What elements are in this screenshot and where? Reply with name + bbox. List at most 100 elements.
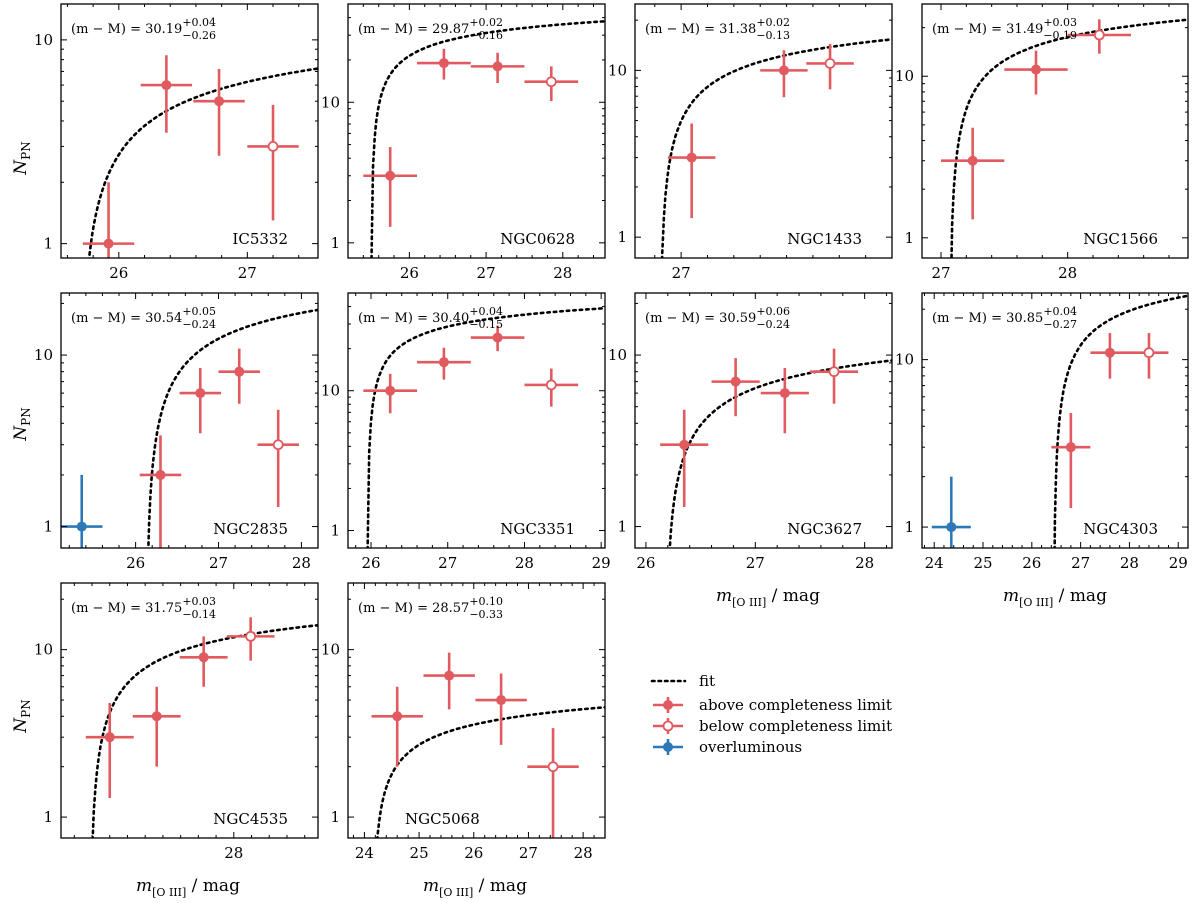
- x-tick-label: 29: [1169, 554, 1188, 572]
- galaxy-label: NGC3351: [500, 520, 575, 538]
- fit-curve: [950, 18, 1188, 258]
- panel-ngc4535: 28 1 10 (m − M) = 31.75+0.03 −0.14 NGC4535: [34, 582, 319, 862]
- point-below-limit: [245, 630, 257, 642]
- axes-frame: [634, 3, 893, 259]
- fit-curve: [660, 38, 892, 258]
- distance-modulus: (m − M) = 30.59+0.06 −0.24: [645, 305, 790, 331]
- galaxy-label: NGC4535: [213, 810, 288, 828]
- data-points: [371, 652, 579, 838]
- y-tick-label: 10: [321, 641, 340, 659]
- point-above-limit: [151, 711, 162, 722]
- distance-modulus: (m − M) = 28.57+0.10 −0.33: [358, 595, 503, 621]
- legend-above-label: above completeness limit: [699, 696, 892, 714]
- axes-frame: [921, 3, 1189, 259]
- point-overluminous: [76, 521, 87, 532]
- y-tick-label: 1: [904, 518, 914, 536]
- panels: 26 27 1 10 (m − M) = 30.19+0.04 −0.26 IC5332 26…: [34, 3, 1189, 862]
- point-below-limit: [828, 366, 840, 378]
- distance-modulus: (m − M) = 30.19+0.04 −0.26: [71, 16, 216, 42]
- legend-above-swatch: [653, 697, 683, 713]
- svg-text:NPN: NPN: [11, 699, 33, 733]
- axes-frame: [60, 582, 319, 839]
- svg-text:NPN: NPN: [11, 141, 33, 175]
- panel-ngc4303: 24 25 26 27 28 29 1 10 (m − M) = 30.85+0.04 −0.27…: [895, 292, 1189, 572]
- x-tick-label: 27: [1071, 554, 1090, 572]
- point-above-limit: [161, 80, 172, 91]
- y-tick-label: 1: [330, 808, 340, 826]
- y-tick-label: 10: [34, 31, 53, 49]
- x-tick-label: 24: [355, 844, 374, 862]
- axes-frame: [60, 3, 319, 259]
- point-below-limit: [547, 761, 559, 773]
- axes-frame: [921, 292, 1189, 549]
- point-above-limit: [438, 357, 449, 368]
- point-above-limit: [686, 152, 697, 163]
- x-tick-label: 26: [361, 554, 380, 572]
- x-tick-label: 27: [519, 844, 538, 862]
- data-points: [667, 43, 854, 219]
- data-points: [363, 48, 579, 227]
- y-tick-label: 1: [43, 808, 53, 826]
- panel-ngc2835: 26 27 28 1 10 (m − M) = 30.54+0.05 −0.24 NGC283…: [34, 292, 319, 572]
- point-above-limit: [214, 96, 225, 107]
- point-below-limit: [272, 439, 284, 451]
- panel-ngc5068: 24 25 26 27 28 1 10 (m − M) = 28.57+0.10 −0.33 NG…: [321, 582, 606, 862]
- point-below-limit: [267, 141, 279, 152]
- data-points: [931, 333, 1169, 548]
- point-above-limit: [730, 376, 741, 387]
- point-above-limit: [1065, 442, 1076, 453]
- y-tick-label: 1: [330, 234, 340, 252]
- point-above-limit: [1104, 347, 1115, 358]
- point-above-limit: [1031, 64, 1041, 75]
- x-tick-label: 26: [1022, 554, 1041, 572]
- xlabel-col-1: m[O III] / mag: [136, 876, 240, 899]
- x-tick-label: 29: [592, 554, 611, 572]
- x-tick-label: 28: [553, 264, 572, 282]
- y-tick-label: 10: [608, 61, 627, 79]
- x-tick-label: 27: [931, 264, 950, 282]
- point-above-limit: [679, 439, 690, 450]
- axes-frame: [634, 292, 893, 549]
- point-above-limit: [103, 238, 114, 249]
- x-tick-label: 27: [438, 554, 457, 572]
- ylabel-row-1: NPN: [11, 141, 33, 175]
- point-above-limit: [492, 61, 503, 72]
- x-tick-label: 27: [746, 554, 765, 572]
- y-tick-label: 10: [34, 346, 53, 364]
- fit-curve: [370, 20, 605, 258]
- legend-fit-label: fit: [699, 672, 715, 690]
- panel-ngc3351: 26 27 28 29 1 10 (m − M) = 30.40+0.04 −0.15 NGC3…: [321, 292, 611, 572]
- x-tick-label: 27: [209, 554, 228, 572]
- fit-curve: [87, 67, 318, 258]
- distance-modulus: (m − M) = 31.49+0.03 −0.19: [932, 16, 1077, 42]
- x-tick-label: 27: [477, 264, 496, 282]
- x-tick-label: 25: [410, 844, 429, 862]
- x-tick-label: 26: [464, 844, 483, 862]
- data-points: [941, 19, 1131, 220]
- fit-curve: [668, 359, 892, 548]
- galaxy-label: IC5332: [232, 230, 288, 248]
- y-tick-label: 1: [904, 229, 914, 247]
- distance-modulus: (m − M) = 30.40+0.04 −0.15: [358, 305, 503, 331]
- ylabel-row-3: NPN: [11, 699, 33, 733]
- panel-ngc0628: 26 27 28 1 10 (m − M) = 29.87+0.02 −0.16 NGC062…: [321, 3, 606, 282]
- x-tick-label: 26: [636, 554, 655, 572]
- legend: fit above completeness limit below compl…: [650, 672, 892, 756]
- y-tick-label: 1: [330, 522, 340, 540]
- point-above-limit: [779, 388, 790, 399]
- galaxy-label: NGC0628: [500, 230, 575, 248]
- point-below-limit: [545, 379, 557, 391]
- galaxy-label: NGC5068: [405, 810, 480, 828]
- x-tick-label: 27: [672, 264, 691, 282]
- legend-below-swatch: [653, 718, 683, 734]
- x-tick-label: 28: [855, 554, 874, 572]
- axes-frame: [347, 3, 606, 259]
- panel-ic5332: 26 27 1 10 (m − M) = 30.19+0.04 −0.26 IC5332: [34, 3, 319, 282]
- axes-frame: [60, 292, 319, 549]
- fit-curve: [366, 306, 605, 548]
- galaxy-label: NGC3627: [787, 520, 862, 538]
- axes-frame: [347, 582, 606, 839]
- x-tick-label: 26: [400, 264, 419, 282]
- x-tick-label: 28: [224, 844, 243, 862]
